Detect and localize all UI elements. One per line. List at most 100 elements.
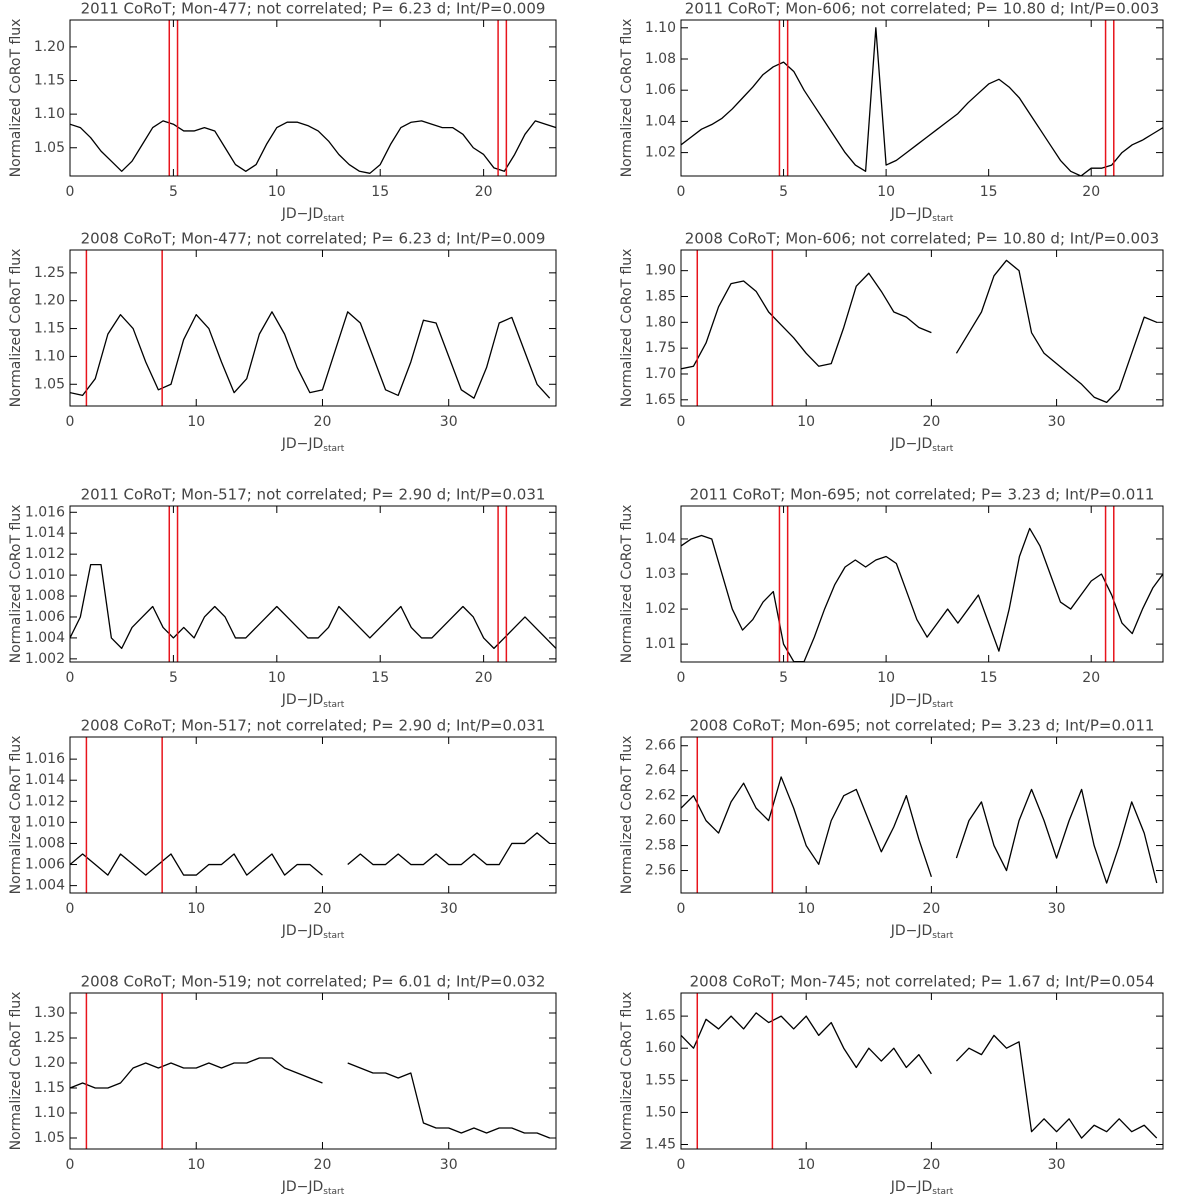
y-tick-label: 2.62 [645,788,676,804]
panel: 2008 CoRoT; Mon-606; not correlated; P= … [619,230,1164,454]
x-tick-label: 5 [169,670,178,686]
y-tick-label: 1.006 [25,609,65,625]
y-tick-label: 1.010 [25,814,65,830]
panel: 2011 CoRoT; Mon-477; not correlated; P= … [8,0,557,224]
x-tick-label: 5 [779,670,788,686]
x-tick-label: 30 [1048,901,1066,917]
panel: 2008 CoRoT; Mon-745; not correlated; P= … [619,973,1164,1195]
light-curve [70,832,551,876]
x-tick-label: 20 [1082,184,1100,200]
y-tick-label: 1.60 [645,1040,676,1056]
y-tick-label: 1.65 [645,1008,676,1024]
x-axis-label-sub: start [323,214,344,224]
y-tick-label: 1.016 [25,504,65,520]
y-tick-label: 1.06 [645,82,676,98]
plot-area [681,506,1163,662]
y-tick-label: 1.30 [34,1005,65,1021]
x-tick-label: 0 [66,901,75,917]
panel-title: 2008 CoRoT; Mon-745; not correlated; P= … [690,973,1155,991]
plot-frame [69,19,557,177]
plot-frame [69,736,557,894]
y-axis-label: Normalized CoRoT flux [8,992,24,1151]
y-tick-label: 1.70 [645,366,676,382]
y-tick-label: 2.64 [645,763,676,779]
plot-area [681,737,1158,893]
x-axis-label-sub: start [932,214,953,224]
panel: 2011 CoRoT; Mon-517; not correlated; P= … [8,486,557,710]
y-tick-label: 1.15 [34,321,65,337]
y-tick-label: 1.012 [25,546,65,562]
x-tick-label: 15 [371,184,389,200]
y-tick-label: 1.008 [25,588,65,604]
x-axis-label-sub: start [932,931,953,941]
plot-area [70,737,551,893]
light-curve [70,563,556,650]
panel-title: 2011 CoRoT; Mon-606; not correlated; P= … [685,0,1159,18]
y-tick-label: 2.58 [645,838,676,854]
x-axis-label-main: JD−JD [890,923,933,939]
x-tick-label: 10 [268,670,286,686]
x-axis-label: JD−JDstart [890,923,954,941]
y-tick-label: 1.04 [645,531,676,547]
y-tick-label: 1.90 [645,263,676,279]
x-tick-label: 30 [440,414,458,430]
panel: 2011 CoRoT; Mon-695; not correlated; P= … [619,486,1164,710]
panel-title: 2011 CoRoT; Mon-517; not correlated; P= … [81,486,546,504]
y-tick-label: 1.016 [25,751,65,767]
x-tick-label: 30 [440,1157,458,1173]
y-tick-label: 1.10 [34,1105,65,1121]
x-tick-label: 10 [187,1157,205,1173]
x-tick-label: 0 [677,414,686,430]
x-axis-label-sub: start [323,444,344,454]
y-tick-label: 1.04 [645,113,676,129]
y-axis-label: Normalized CoRoT flux [619,19,635,178]
x-tick-label: 10 [187,901,205,917]
panel-title: 2011 CoRoT; Mon-695; not correlated; P= … [690,486,1155,504]
y-tick-label: 1.15 [34,73,65,89]
x-axis-label-sub: start [932,700,953,710]
y-tick-label: 1.004 [25,630,65,646]
x-tick-label: 5 [169,184,178,200]
x-axis-label-main: JD−JD [281,206,324,222]
panel: 2008 CoRoT; Mon-695; not correlated; P= … [619,717,1164,941]
y-tick-label: 1.03 [645,566,676,582]
x-tick-label: 5 [779,184,788,200]
light-curve [681,776,1158,884]
panel-title: 2008 CoRoT; Mon-519; not correlated; P= … [81,973,546,991]
x-tick-label: 10 [797,901,815,917]
plot-frame [680,992,1164,1150]
x-tick-label: 0 [677,670,686,686]
x-tick-label: 10 [187,414,205,430]
x-tick-label: 20 [314,414,332,430]
y-tick-label: 1.10 [645,20,676,36]
x-tick-label: 10 [877,184,895,200]
y-tick-label: 1.10 [34,348,65,364]
y-tick-label: 1.014 [25,525,65,541]
x-axis-label: JD−JDstart [890,692,954,710]
panel: 2008 CoRoT; Mon-519; not correlated; P= … [8,973,557,1195]
y-tick-label: 1.004 [25,878,65,894]
y-tick-label: 1.08 [645,51,676,67]
x-axis-label: JD−JDstart [281,206,345,224]
y-axis-label: Normalized CoRoT flux [619,249,635,408]
x-axis-label-sub: start [323,700,344,710]
x-axis-label: JD−JDstart [890,1179,954,1195]
x-axis-label-main: JD−JD [890,692,933,708]
y-tick-label: 1.25 [34,265,65,281]
panel-title: 2008 CoRoT; Mon-517; not correlated; P= … [81,717,546,735]
x-axis-label-sub: start [932,1187,953,1195]
x-tick-label: 20 [475,184,493,200]
plot-frame [680,19,1164,177]
x-axis-label-main: JD−JD [890,206,933,222]
light-curve [70,1057,550,1139]
x-tick-label: 0 [677,184,686,200]
x-tick-label: 20 [922,414,940,430]
y-axis-label: Normalized CoRoT flux [8,19,24,178]
plot-area [70,993,550,1149]
x-tick-label: 15 [980,670,998,686]
light-curve [70,120,556,174]
plot-frame [69,505,557,663]
x-tick-label: 30 [1048,414,1066,430]
y-tick-label: 1.10 [34,106,65,122]
